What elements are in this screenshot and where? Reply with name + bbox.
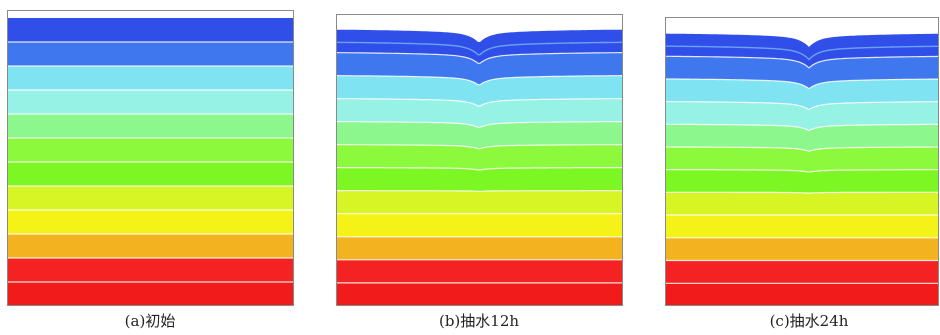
layer-7	[665, 169, 939, 194]
layer-11	[7, 258, 293, 282]
layer-9	[7, 210, 293, 234]
caption-initial: (a)初始	[125, 312, 176, 330]
layer-3	[336, 75, 622, 106]
layer-boundary	[336, 52, 622, 64]
layer-4	[336, 98, 622, 128]
layer-boundary	[665, 169, 939, 173]
layer-5	[665, 124, 939, 152]
panel-pumping-24h	[665, 17, 939, 306]
layer-12	[7, 282, 293, 306]
layer-11	[336, 259, 622, 283]
layer-1	[665, 33, 939, 68]
layer-4	[665, 101, 939, 131]
layer-12	[665, 283, 939, 306]
layer-7	[7, 162, 293, 186]
layer-9	[336, 213, 622, 237]
layer-5	[7, 114, 293, 138]
layer-10	[665, 237, 939, 261]
layer-6	[7, 138, 293, 162]
layer-boundary	[336, 98, 622, 107]
layer-boundary	[665, 191, 939, 194]
layer-boundary	[336, 121, 622, 128]
layer-boundary	[665, 146, 939, 152]
panel-pumping-12h	[336, 14, 623, 306]
layer-boundary	[336, 190, 622, 192]
layer-8	[336, 190, 622, 214]
layer-9	[665, 215, 939, 238]
layer-8	[665, 192, 939, 215]
layer-10	[7, 234, 293, 258]
caption-pumping-12h: (b)抽水12h	[439, 312, 519, 330]
panel-frame-initial	[7, 10, 294, 306]
layer-boundary	[336, 144, 622, 150]
layer-boundary	[336, 75, 622, 86]
layer-boundary	[665, 78, 939, 90]
layer-11	[665, 260, 939, 284]
layer-12	[336, 282, 622, 306]
layer-5	[336, 121, 622, 149]
caption-pumping-24h: (c)抽水24h	[770, 312, 849, 330]
layer-2	[665, 56, 939, 89]
layer-boundary	[336, 167, 622, 171]
layer-1	[336, 29, 622, 64]
layer-boundary	[665, 101, 939, 111]
layer-6	[665, 147, 939, 173]
layer-boundary	[665, 55, 939, 69]
layer-boundary	[665, 123, 939, 132]
panel-frame-pumping-24h	[665, 17, 939, 306]
layer-10	[336, 236, 622, 260]
layer-3	[7, 66, 293, 90]
layer-2	[336, 52, 622, 85]
layer-8	[7, 186, 293, 210]
layer-4	[7, 90, 293, 114]
panel-frame-pumping-12h	[336, 14, 623, 306]
layer-7	[336, 167, 622, 192]
layer-6	[336, 144, 622, 170]
water-table-line	[665, 45, 939, 61]
layer-2	[7, 42, 293, 66]
water-table-line	[336, 41, 622, 56]
panel-initial	[7, 10, 294, 306]
layer-1	[7, 18, 293, 42]
